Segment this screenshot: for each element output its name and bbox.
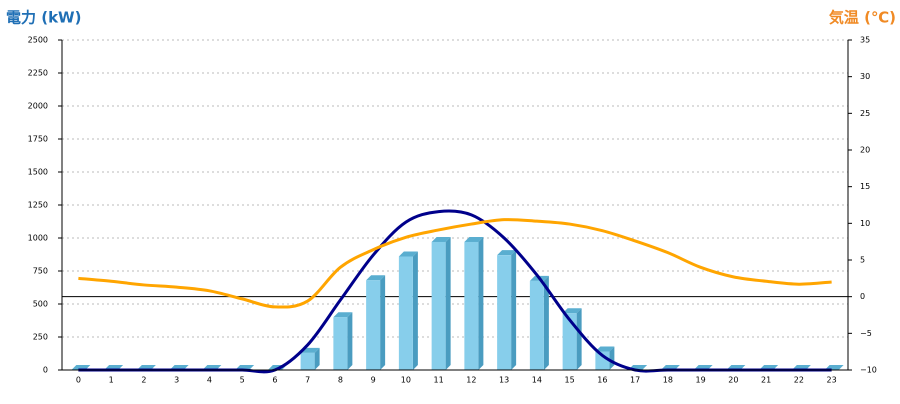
x-tick-label: 19 [696,376,706,385]
bar-group [398,251,418,370]
x-tick-label: 22 [794,376,804,385]
bar-side [347,312,353,370]
bar-side [445,236,451,370]
y2-tick-label: 20 [860,146,870,155]
y-tick-label: 750 [33,267,48,276]
bar [398,256,413,370]
x-tick-label: 17 [630,376,640,385]
bar [529,280,544,370]
y-tick-label: 2500 [28,36,48,45]
x-tick-label: 18 [663,376,673,385]
y2-tick-label: 10 [860,219,870,228]
bar-group [464,236,484,370]
x-tick-label: 6 [272,376,277,385]
bar-top [366,275,386,281]
bar [300,352,315,370]
y2-tick-label: 30 [860,72,870,81]
y2-tick-label: −5 [860,329,872,338]
x-tick-label: 23 [827,376,837,385]
y-tick-label: 1750 [28,135,48,144]
bar-top [333,312,353,318]
bar-group [529,275,549,370]
x-tick-label: 3 [174,376,179,385]
line [78,209,832,374]
bar-top [398,251,418,257]
bar [497,255,512,370]
y-tick-label: 1000 [28,234,48,243]
bar-top [595,346,615,352]
y-tick-label: 250 [33,333,48,342]
bar-top [562,308,582,314]
bar-top [497,250,517,256]
bar [595,351,610,370]
y-tick-label: 1500 [28,168,48,177]
y-tick-label: 2250 [28,69,48,78]
bar-group [431,236,451,370]
x-tick-label: 9 [371,376,376,385]
bar [562,313,577,370]
x-tick-label: 1 [109,376,114,385]
bar-side [380,275,386,370]
x-tick-label: 5 [240,376,245,385]
y-tick-label: 0 [43,366,48,375]
x-tick-label: 11 [434,376,444,385]
x-tick-label: 12 [466,376,476,385]
bar-group [595,346,615,370]
x-tick-label: 15 [565,376,575,385]
bar-group [333,312,353,370]
y2-tick-label: 35 [860,36,870,45]
bar-top [464,236,484,242]
x-tick-label: 14 [532,376,542,385]
x-tick-label: 20 [728,376,738,385]
bar [431,241,446,370]
y2-tick-label: 25 [860,109,870,118]
bar [333,317,348,370]
x-tick-label: 7 [305,376,310,385]
y-tick-label: 500 [33,300,48,309]
bar-group [562,308,582,370]
y-axis-title: 電力 (kW) [6,9,81,27]
y2-tick-label: 5 [860,256,865,265]
bar [366,280,381,370]
y2-axis-title: 気温 (℃) [829,9,896,27]
x-tick-label: 4 [207,376,212,385]
x-tick-label: 0 [76,376,81,385]
bar-side [543,275,549,370]
bar [464,241,479,370]
bar-side [511,250,517,370]
x-tick-label: 10 [401,376,411,385]
line [78,218,832,309]
bar-side [478,236,484,370]
x-tick-label: 21 [761,376,771,385]
x-tick-label: 8 [338,376,343,385]
bar-side [576,308,582,370]
bar-top [431,236,451,242]
x-tick-label: 16 [597,376,607,385]
y-tick-label: 1250 [28,201,48,210]
bar-side [609,346,615,370]
x-tick-label: 2 [141,376,146,385]
y2-tick-label: 15 [860,182,870,191]
x-tick-label: 13 [499,376,509,385]
bar-group [366,275,386,370]
y2-tick-label: −10 [860,366,877,375]
bar-side [314,347,320,370]
y2-tick-label: 0 [860,292,865,301]
y-tick-label: 2000 [28,102,48,111]
bar-group [497,250,517,370]
bar-side [412,251,418,370]
